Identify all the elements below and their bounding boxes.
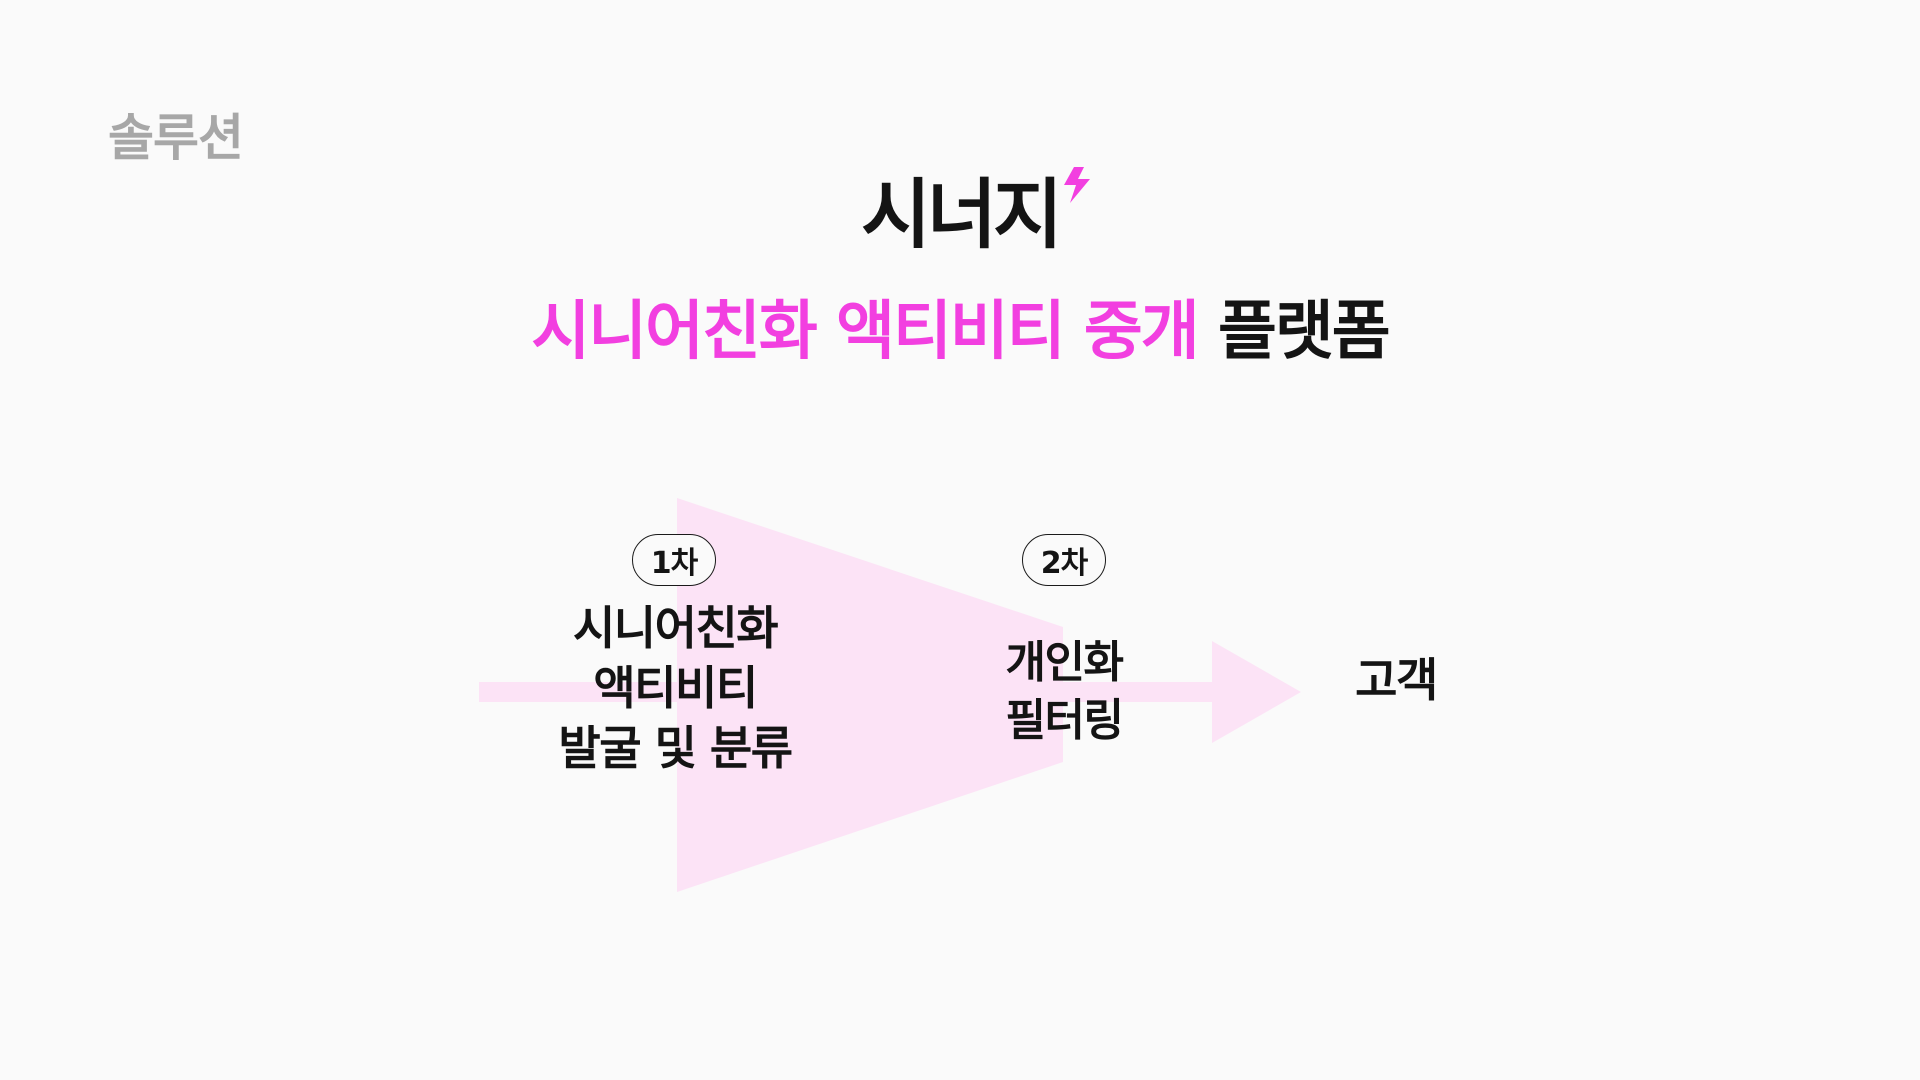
funnel-shape — [677, 498, 1063, 892]
stage-2-line-2: 필터링 — [1005, 695, 1124, 746]
stage-2-badge: 2차 — [1022, 534, 1106, 586]
stage-1-line-1: 시니어친화 — [572, 601, 779, 655]
flow-line-output — [1063, 682, 1213, 702]
stage-1-badge: 1차 — [632, 534, 716, 586]
stage-1-label: 시니어친화 액티비티 발굴 및 분류 — [475, 598, 875, 778]
stage-2-label: 개인화 필터링 — [914, 634, 1214, 750]
brand-logo: 시너지 — [0, 165, 1920, 265]
headline: 시니어친화 액티비티 중개 플랫폼 — [0, 292, 1920, 372]
flow-arrowhead — [1212, 641, 1301, 743]
stage-1-line-3: 발굴 및 분류 — [558, 721, 793, 775]
section-label: 솔루션 — [108, 109, 244, 167]
flow-line-input — [479, 682, 679, 702]
brand-logo-text: 시너지 — [861, 170, 1063, 259]
headline-accent: 시니어친화 액티비티 중개 — [531, 295, 1199, 369]
stage-1-line-2: 액티비티 — [593, 661, 758, 715]
headline-dark: 플랫폼 — [1217, 295, 1391, 369]
stage-2-line-1: 개인화 — [1005, 637, 1124, 688]
output-label: 고객 — [1355, 653, 1438, 707]
lightning-bolt-icon — [1064, 167, 1090, 203]
